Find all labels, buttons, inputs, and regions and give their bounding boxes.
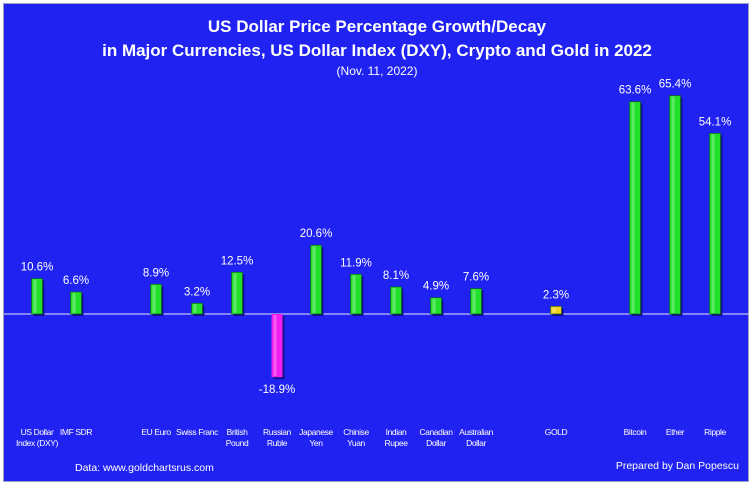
category-label: British — [227, 427, 248, 437]
bar — [669, 95, 681, 315]
bar-highlight — [552, 307, 556, 313]
bar-highlight — [72, 292, 76, 313]
value-label: 12.5% — [221, 255, 254, 267]
bar — [709, 133, 721, 315]
category-label: Pound — [226, 438, 249, 448]
value-label: 6.6% — [63, 275, 89, 287]
category-label: Swiss Franc — [176, 427, 219, 437]
value-label: 8.9% — [143, 267, 169, 279]
value-label: 63.6% — [619, 85, 652, 97]
bars-group — [31, 95, 723, 380]
category-label: Indian — [386, 427, 407, 437]
source-note: Data: www.goldchartsrus.com — [75, 462, 214, 474]
value-label: 10.6% — [21, 262, 54, 274]
category-label: US Dollar — [21, 427, 54, 437]
category-label: Japanese — [299, 427, 333, 437]
bar — [390, 286, 402, 315]
value-label: -18.9% — [259, 384, 295, 396]
bar — [150, 283, 162, 315]
value-label: 11.9% — [340, 257, 372, 269]
chart-subtitle: (Nov. 11, 2022) — [337, 64, 418, 78]
bar — [350, 273, 362, 315]
category-label: Dollar — [426, 438, 446, 448]
bar — [31, 278, 43, 315]
bar — [430, 297, 442, 315]
category-label: Australian — [459, 427, 493, 437]
category-label: Ether — [666, 427, 685, 437]
bar — [550, 306, 562, 315]
value-label: 54.1% — [699, 116, 732, 128]
category-label: Ruble — [267, 438, 288, 448]
credit-note: Prepared by Dan Popescu — [616, 460, 739, 472]
category-label: Bitcoin — [624, 427, 647, 437]
value-label: 3.2% — [184, 286, 210, 298]
bar — [70, 291, 82, 315]
bar-highlight — [432, 298, 436, 313]
bar-highlight — [352, 275, 356, 313]
bar-highlight — [631, 102, 635, 314]
bar — [191, 303, 203, 315]
chart-title-line1: US Dollar Price Percentage Growth/Decay — [208, 17, 547, 36]
category-label: Dollar — [466, 438, 486, 448]
value-label: 2.3% — [543, 289, 569, 301]
bar-highlight — [273, 315, 277, 377]
category-label: Russian — [263, 427, 292, 437]
category-label: EU Euro — [141, 427, 171, 437]
category-label: Ripple — [704, 427, 726, 437]
value-label: 4.9% — [423, 281, 449, 293]
bar-highlight — [152, 285, 156, 313]
bar — [310, 244, 322, 315]
bar-highlight — [193, 304, 197, 313]
bar — [470, 288, 482, 315]
bar-highlight — [312, 246, 316, 313]
bar-highlight — [33, 279, 37, 313]
bar-highlight — [671, 96, 675, 314]
bar-highlight — [392, 287, 396, 313]
chart-title-line2: in Major Currencies, US Dollar Index (DX… — [102, 41, 652, 60]
value-labels-group: 10.6% 6.6% 8.9% 3.2% 12.5% -18.9% 20.6% 11.9% 8.… — [21, 79, 732, 397]
category-label: IMF SDR — [60, 427, 92, 437]
value-label: 20.6% — [300, 228, 333, 240]
bar-highlight — [711, 134, 715, 313]
category-label: Yuan — [347, 438, 365, 448]
category-label: Yen — [309, 438, 323, 448]
bar — [231, 271, 243, 315]
value-label: 7.6% — [463, 272, 489, 284]
category-label: Index (DXY) — [16, 438, 58, 448]
category-label: Chinise — [343, 427, 369, 437]
bar — [271, 314, 283, 378]
value-label: 65.4% — [659, 79, 692, 91]
bar-highlight — [233, 273, 237, 313]
category-label: GOLD — [545, 427, 568, 437]
bar-chart: US Dollar Price Percentage Growth/Decay … — [4, 17, 750, 474]
bar — [629, 101, 641, 315]
bar-highlight — [472, 289, 476, 313]
category-label: Rupee — [384, 438, 408, 448]
category-label: Canadian — [419, 427, 453, 437]
chart-frame: US Dollar Price Percentage Growth/Decay … — [3, 3, 750, 482]
value-label: 8.1% — [383, 270, 409, 282]
